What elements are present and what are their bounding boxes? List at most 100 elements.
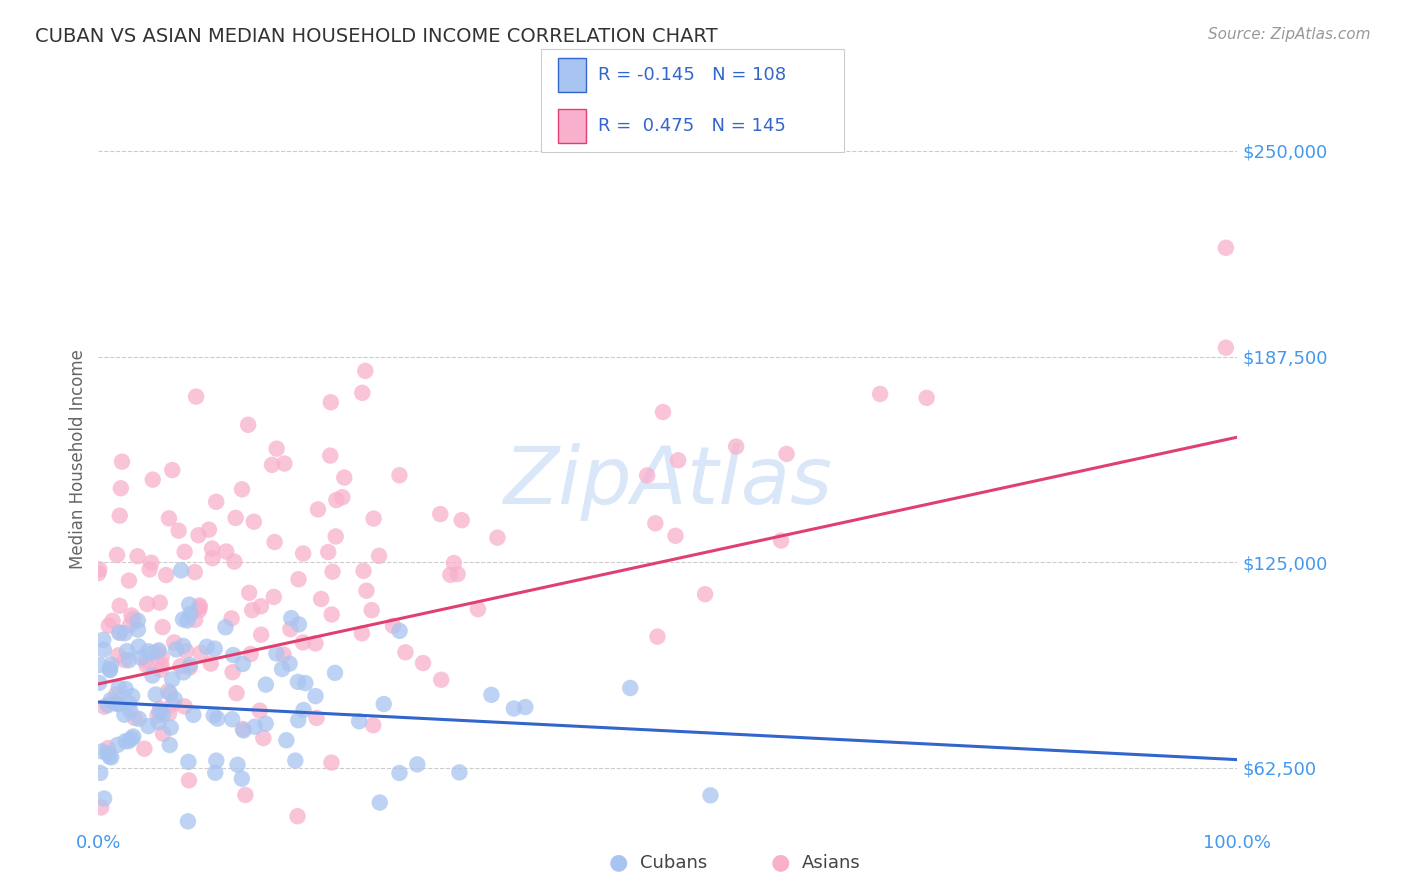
Point [1215,241,1237,255]
Point [134,741,156,756]
Point [225,686,247,700]
Point [145,688,167,702]
Point [284,754,307,768]
Point [439,567,461,582]
Point [356,583,378,598]
Point [188,600,211,615]
Point [249,704,271,718]
Point [221,712,243,726]
Point [149,596,172,610]
Point [105,548,128,562]
Point [114,868,136,882]
Point [148,715,170,730]
Text: CUBAN VS ASIAN MEDIAN HOUSEHOLD INCOME CORRELATION CHART: CUBAN VS ASIAN MEDIAN HOUSEHOLD INCOME C… [35,27,718,45]
Point [321,565,343,579]
Point [775,447,797,461]
Point [152,620,174,634]
Point [321,756,343,770]
Point [406,757,429,772]
Point [276,733,298,747]
Point [107,648,129,663]
Point [100,750,122,764]
Point [238,586,260,600]
Point [363,511,385,525]
Point [467,602,489,616]
Point [122,730,145,744]
Point [699,789,721,803]
Point [163,692,186,706]
Point [214,620,236,634]
Point [201,551,224,566]
Point [163,635,186,649]
Point [243,515,266,529]
Point [108,508,131,523]
Point [97,698,120,713]
Point [325,529,347,543]
Point [165,642,187,657]
Point [204,641,226,656]
Point [225,511,247,525]
Point [173,699,195,714]
Point [350,626,373,640]
Point [1215,341,1237,355]
Point [292,635,315,649]
Point [127,549,149,564]
Point [263,590,285,604]
Point [239,647,262,661]
Point [167,524,190,538]
Point [89,658,111,673]
Point [172,612,194,626]
Point [105,696,128,710]
Point [250,599,273,614]
Point [195,640,218,654]
Point [285,847,308,862]
Point [292,703,315,717]
Point [260,458,283,472]
Point [287,809,309,823]
Point [254,716,277,731]
Point [770,533,793,548]
Point [243,865,266,880]
Point [91,632,114,647]
Point [89,676,111,690]
Point [93,791,115,805]
Point [173,545,195,559]
Point [150,650,173,665]
Point [188,599,211,613]
Point [136,644,159,658]
Point [664,529,686,543]
Point [149,702,172,716]
Point [184,565,207,579]
Point [250,628,273,642]
Point [105,696,128,710]
Point [128,640,150,654]
Point [120,704,142,718]
Point [159,721,181,735]
Point [136,597,159,611]
Point [150,657,173,672]
Point [122,612,145,626]
Point [287,713,309,727]
Point [869,387,891,401]
Point [159,686,181,700]
Point [138,562,160,576]
Point [108,625,131,640]
Point [97,746,120,760]
Point [354,364,377,378]
Point [619,681,641,695]
Text: ●: ● [609,853,628,872]
Point [169,659,191,673]
Point [174,644,197,658]
Point [114,734,136,748]
Point [323,665,346,680]
Point [515,700,537,714]
Point [666,453,689,467]
Point [429,507,451,521]
Point [157,511,180,525]
Point [177,773,200,788]
Point [333,470,356,484]
Point [98,663,121,677]
Point [252,731,274,745]
Point [118,696,141,710]
Point [292,547,315,561]
